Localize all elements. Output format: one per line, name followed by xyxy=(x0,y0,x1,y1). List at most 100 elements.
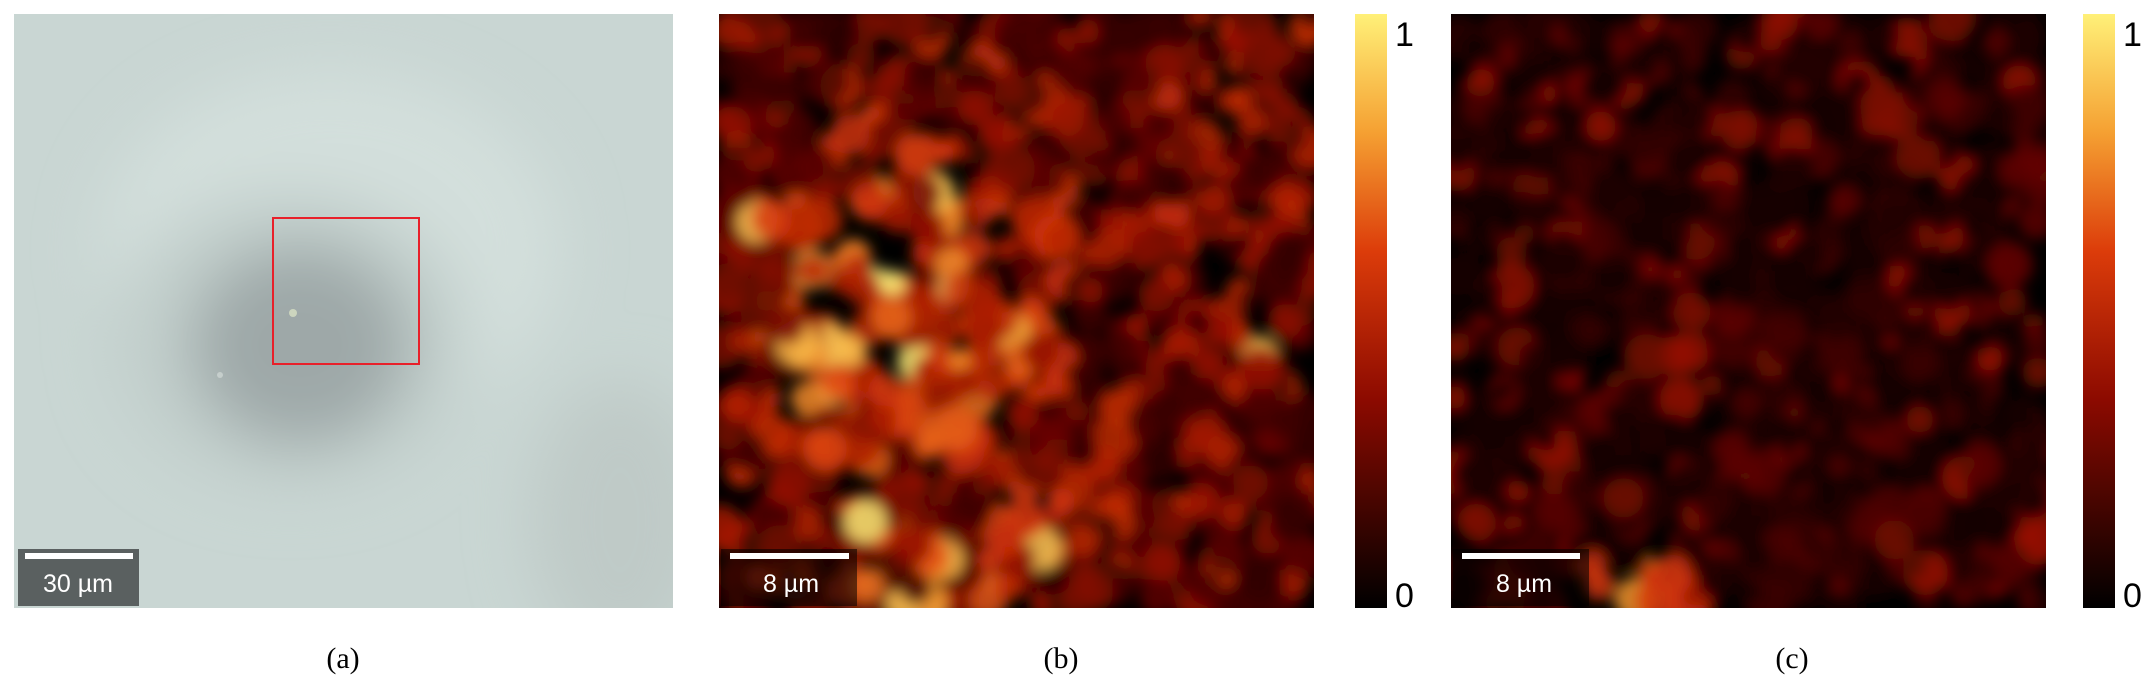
heat-spot xyxy=(1085,65,1126,106)
heat-spot xyxy=(1237,105,1269,137)
heat-spot xyxy=(1513,57,1550,94)
heat-spot xyxy=(1451,304,1479,333)
heat-spot xyxy=(1078,278,1104,304)
heat-spot xyxy=(1583,568,1616,601)
heat-spot xyxy=(989,146,1036,192)
heat-spot xyxy=(1755,123,1781,148)
heat-spot xyxy=(1233,464,1269,501)
heat-spot xyxy=(1099,327,1146,374)
heat-spot xyxy=(1864,202,1904,242)
heat-spot xyxy=(2013,479,2046,518)
heat-spot xyxy=(1107,128,1139,160)
scale-bar-label: 30 µm xyxy=(43,570,113,598)
heat-spot xyxy=(1588,169,1630,211)
heat-spot xyxy=(1067,436,1098,467)
heat-spot xyxy=(1906,426,1946,465)
heat-spot xyxy=(1067,524,1100,557)
heat-spot xyxy=(1641,273,1677,309)
heat-spot xyxy=(1300,470,1314,491)
heat-spot xyxy=(1451,147,1469,172)
heat-spot xyxy=(1671,426,1706,461)
heat-spot xyxy=(875,437,921,484)
heat-spot xyxy=(1955,376,1986,408)
heat-spot xyxy=(1997,287,2027,316)
heat-spot xyxy=(719,504,744,552)
heat-spot xyxy=(1270,92,1299,122)
colorbar xyxy=(2083,14,2115,608)
heat-spot xyxy=(767,306,805,344)
heat-spot xyxy=(1269,460,1302,493)
heat-spot xyxy=(1736,538,1771,573)
heat-spot xyxy=(1738,581,1760,603)
heat-spot xyxy=(978,116,1018,156)
heat-spot xyxy=(1655,239,1686,270)
heatmap xyxy=(1451,14,2046,608)
heat-spot xyxy=(857,19,879,41)
heat-spot xyxy=(1665,138,1707,179)
heat-spot xyxy=(1563,167,1585,188)
heat-spot xyxy=(1519,90,1545,115)
heat-spot xyxy=(900,173,942,215)
heat-spot xyxy=(1010,255,1045,290)
heat-spot xyxy=(1097,152,1120,175)
scale-bar-label: 8 µm xyxy=(1496,570,1552,598)
heat-spot xyxy=(719,14,746,49)
heat-spot xyxy=(1049,375,1073,399)
heat-spot xyxy=(1499,133,1535,169)
heat-spot xyxy=(1451,202,1472,234)
heat-spot xyxy=(1930,271,1969,310)
heat-spot xyxy=(1781,361,1805,385)
heat-spot xyxy=(1067,420,1091,443)
heat-spot xyxy=(1464,414,1506,456)
heat-spot xyxy=(1984,14,2019,32)
heat-spot xyxy=(843,253,872,282)
heat-spot xyxy=(1221,349,1244,371)
heat-spot xyxy=(1852,457,1881,486)
heat-spot xyxy=(1138,275,1175,312)
heat-spot xyxy=(1048,100,1085,137)
heat-spot xyxy=(1981,28,2010,57)
heat-spot xyxy=(1834,391,1868,425)
heat-spot xyxy=(1451,332,1470,362)
heat-spot xyxy=(933,143,955,164)
heat-spot xyxy=(1129,488,1168,527)
heat-spot xyxy=(1243,149,1285,191)
heat-spot xyxy=(764,71,794,102)
heat-spot xyxy=(1267,303,1303,339)
heat-spot xyxy=(1297,23,1314,46)
heat-spot xyxy=(1127,398,1173,445)
heat-spot xyxy=(1041,563,1071,594)
heat-spot xyxy=(1204,532,1248,576)
heat-spot xyxy=(1759,28,1782,52)
colorbar xyxy=(1355,14,1387,608)
heat-spot xyxy=(1238,345,1283,390)
heat-spot xyxy=(1861,282,1897,318)
heat-spot xyxy=(1591,521,1619,549)
heat-spot xyxy=(1012,33,1057,77)
heat-spot xyxy=(1940,545,1980,585)
heat-spot xyxy=(957,90,993,125)
heat-spot xyxy=(1219,139,1243,164)
heat-spot xyxy=(1885,375,1917,407)
heat-spot xyxy=(1674,97,1715,138)
heat-spot xyxy=(1046,487,1076,517)
heat-spot xyxy=(1219,498,1249,529)
heat-spot xyxy=(1915,591,1941,608)
heat-spot xyxy=(1649,303,1672,326)
heat-spot xyxy=(1143,543,1181,581)
heat-spot xyxy=(1669,331,1710,372)
heat-spot xyxy=(1162,354,1198,390)
heat-spot xyxy=(1780,117,1813,150)
heat-spot xyxy=(1540,232,1586,279)
heat-spot xyxy=(2017,202,2046,240)
heat-spot xyxy=(1185,377,1220,413)
heat-spot xyxy=(1999,151,2035,187)
heat-spot xyxy=(1603,477,1644,519)
heat-spot xyxy=(869,405,897,433)
heat-spot xyxy=(1269,183,1303,216)
heat-spot xyxy=(1899,272,1934,307)
heat-spot xyxy=(1685,38,1709,63)
heat-spot xyxy=(719,106,751,143)
heat-spot xyxy=(795,145,837,187)
heat-spot xyxy=(850,568,885,603)
